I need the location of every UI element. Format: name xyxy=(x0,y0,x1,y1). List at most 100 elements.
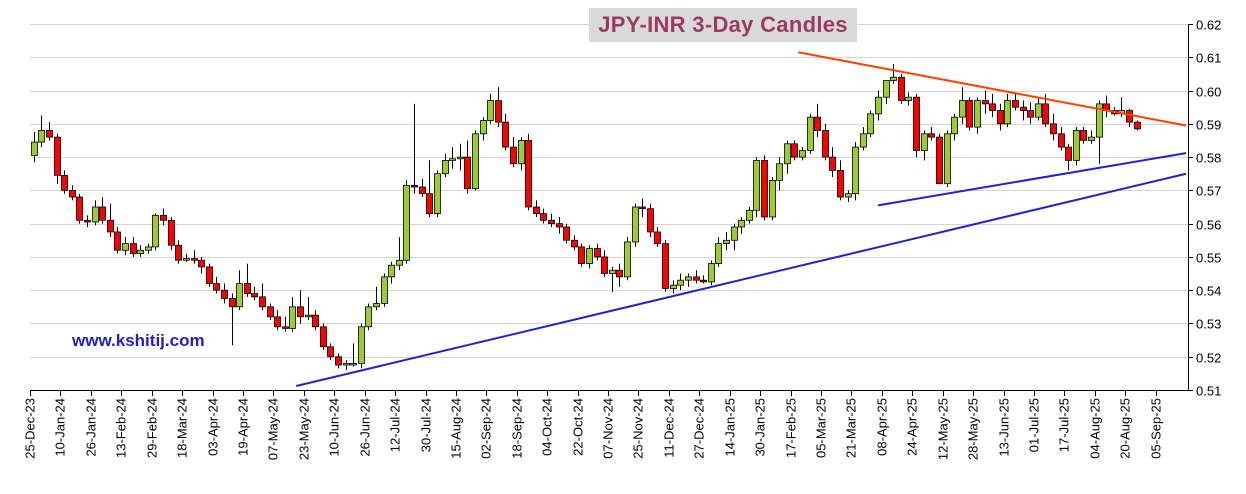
candle-up xyxy=(236,283,243,308)
x-tick-label: 05-Sep-25 xyxy=(1149,398,1164,459)
candle-up xyxy=(403,184,410,261)
candle-down xyxy=(411,184,418,188)
candle-up xyxy=(1088,136,1095,141)
candle-up xyxy=(343,362,350,366)
candle-down xyxy=(898,76,905,101)
candle-down xyxy=(913,96,920,151)
candle-down xyxy=(76,196,83,221)
candle-up xyxy=(92,206,99,223)
candle-up xyxy=(487,100,494,121)
candle-up xyxy=(883,80,890,98)
candle-up xyxy=(776,163,783,181)
trendline xyxy=(295,172,1187,387)
candle-down xyxy=(928,133,935,138)
x-tick-label: 25-Dec-23 xyxy=(23,398,38,459)
axes: 0.51 0.52 0.53 0.54 0.55 0.56 0.57 0.58 0.59 0.60… xyxy=(23,18,1222,461)
x-tick-label: 19-Apr-24 xyxy=(236,398,251,456)
y-tick-label: 0.51 xyxy=(1196,384,1221,399)
x-tick-label: 18-Sep-24 xyxy=(510,398,525,459)
candle-down xyxy=(814,116,821,131)
y-tick-label: 0.61 xyxy=(1196,51,1221,66)
candle-up xyxy=(609,269,616,274)
x-tick-label: 12-May-25 xyxy=(936,398,951,460)
candle-up xyxy=(31,141,38,156)
candle-down xyxy=(525,140,532,208)
candle-down xyxy=(335,356,342,366)
candle-up xyxy=(905,96,912,101)
candle-up xyxy=(670,284,677,289)
x-tick-label: 26-Jan-24 xyxy=(84,398,99,457)
candle-down xyxy=(1020,106,1027,111)
website-watermark: www.kshitij.com xyxy=(72,331,205,350)
candle-up xyxy=(122,243,129,251)
candle-up xyxy=(480,120,487,135)
candle-up xyxy=(959,100,966,118)
candle-down xyxy=(639,206,646,210)
candle-down xyxy=(563,226,570,241)
y-tick-label: 0.58 xyxy=(1196,151,1221,166)
x-tick-label: 23-May-24 xyxy=(297,398,312,460)
candle-up xyxy=(373,303,380,308)
x-tick-label: 11-Dec-24 xyxy=(662,398,677,458)
y-tick-label: 0.53 xyxy=(1196,317,1221,332)
candle-up xyxy=(472,133,479,190)
y-tick-label: 0.55 xyxy=(1196,251,1221,266)
candle-up xyxy=(38,130,45,143)
y-tick-label: 0.59 xyxy=(1196,118,1221,133)
x-tick-label: 26-Jun-24 xyxy=(358,398,373,457)
candle-down xyxy=(1080,130,1087,141)
candle-down xyxy=(829,156,836,171)
candle-up xyxy=(845,193,852,198)
y-tick-label: 0.62 xyxy=(1196,18,1221,33)
candle-up xyxy=(183,258,190,261)
candle-down xyxy=(312,314,319,328)
candle-up xyxy=(685,276,692,281)
candle-down xyxy=(61,174,68,191)
candle-up xyxy=(442,160,449,175)
x-tick-label: 03-Apr-24 xyxy=(206,398,221,456)
candle-up xyxy=(746,209,753,221)
candle-down xyxy=(168,219,175,246)
x-tick-label: 17-Feb-25 xyxy=(784,398,799,458)
candle-down xyxy=(616,269,623,278)
candle-down xyxy=(191,258,198,261)
candle-down xyxy=(966,100,973,128)
x-tick-label: 24-Apr-25 xyxy=(905,398,920,456)
candle-down xyxy=(267,306,274,318)
candle-down xyxy=(548,219,555,225)
candles xyxy=(31,63,1141,371)
candle-down xyxy=(114,231,121,251)
x-tick-label: 05-Mar-25 xyxy=(814,398,829,458)
candle-down xyxy=(251,293,258,298)
trendline xyxy=(877,152,1187,207)
candle-down xyxy=(662,243,669,289)
candle-down xyxy=(297,306,304,318)
candle-down xyxy=(282,326,289,329)
candle-up xyxy=(677,279,684,286)
candle-down xyxy=(936,136,943,185)
candle-down xyxy=(1050,123,1057,135)
x-tick-label: 25-Nov-24 xyxy=(631,398,646,459)
candle-up xyxy=(632,206,639,243)
candle-down xyxy=(1012,100,1019,108)
x-tick-label: 28-May-25 xyxy=(966,398,981,460)
y-tick-label: 0.52 xyxy=(1196,351,1221,366)
candle-down xyxy=(46,130,53,138)
candle-down xyxy=(1134,121,1141,130)
candle-down xyxy=(175,244,182,261)
candle-down xyxy=(206,266,213,284)
candle-up xyxy=(365,306,372,328)
candle-up xyxy=(731,226,738,241)
candle-up xyxy=(1004,100,1011,125)
x-tick-label: 15-Aug-24 xyxy=(449,398,464,459)
x-tick-label: 12-Jul-24 xyxy=(388,398,403,452)
grid-lines xyxy=(30,24,1188,358)
candle-down xyxy=(244,283,251,294)
candle-up xyxy=(708,263,715,283)
candle-up xyxy=(350,362,357,366)
candle-up xyxy=(518,140,525,165)
x-tick-label: 20-Aug-25 xyxy=(1118,398,1133,459)
candle-down xyxy=(700,279,707,283)
candle-down xyxy=(982,100,989,105)
